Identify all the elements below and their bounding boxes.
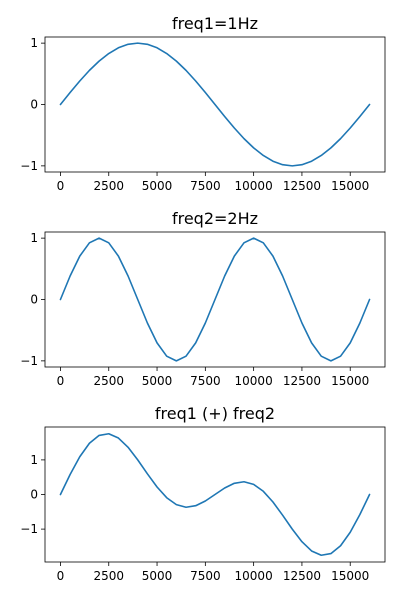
x-tick-label: 5000 [142,374,173,388]
x-tick-label: 12500 [283,179,321,193]
chart-panel-3: freq1 (+) freq2 0 2500 5000 7500 10000 12500 15… [20,404,386,583]
x-tick-label: 0 [57,179,65,193]
x-tick-label: 2500 [93,179,124,193]
chart-panel-2: freq2=2Hz 0 2500 5000 7500 10000 12500 15000 −1 0… [20,209,386,388]
y-tick-label: −1 [20,522,38,536]
y-tick-label: 1 [30,36,38,50]
x-tick-label: 10000 [235,374,273,388]
chart-title: freq2=2Hz [172,209,258,228]
x-tick-label: 0 [57,374,65,388]
x-tick-label: 2500 [93,569,124,583]
x-tick-label: 10000 [235,569,273,583]
y-tick-label: 1 [30,453,38,467]
x-tick-label: 12500 [283,569,321,583]
x-tick-label: 5000 [142,569,173,583]
y-tick-label: 0 [30,293,38,307]
y-tick-label: −1 [20,159,38,173]
x-tick-label: 0 [57,569,65,583]
y-tick-label: −1 [20,354,38,368]
y-tick-label: 0 [30,488,38,502]
x-tick-label: 2500 [93,374,124,388]
x-tick-label: 5000 [142,179,173,193]
x-tick-label: 7500 [190,179,221,193]
chart-title: freq1=1Hz [172,14,258,33]
x-tick-label: 10000 [235,179,273,193]
series-line-1 [59,237,371,362]
y-tick-label: 1 [30,231,38,245]
x-tick-label: 7500 [190,569,221,583]
y-tick-label: 0 [30,98,38,112]
x-tick-label: 15000 [331,569,369,583]
x-tick-label: 15000 [331,179,369,193]
series-line-1 [59,42,371,167]
chart-panel-1: freq1=1Hz 0 2500 5000 7500 10000 12500 15000 −1 0… [20,14,386,193]
x-tick-label: 12500 [283,374,321,388]
chart-title: freq1 (+) freq2 [155,404,275,423]
series-line-1 [59,432,371,557]
x-tick-label: 7500 [190,374,221,388]
x-tick-label: 15000 [331,374,369,388]
